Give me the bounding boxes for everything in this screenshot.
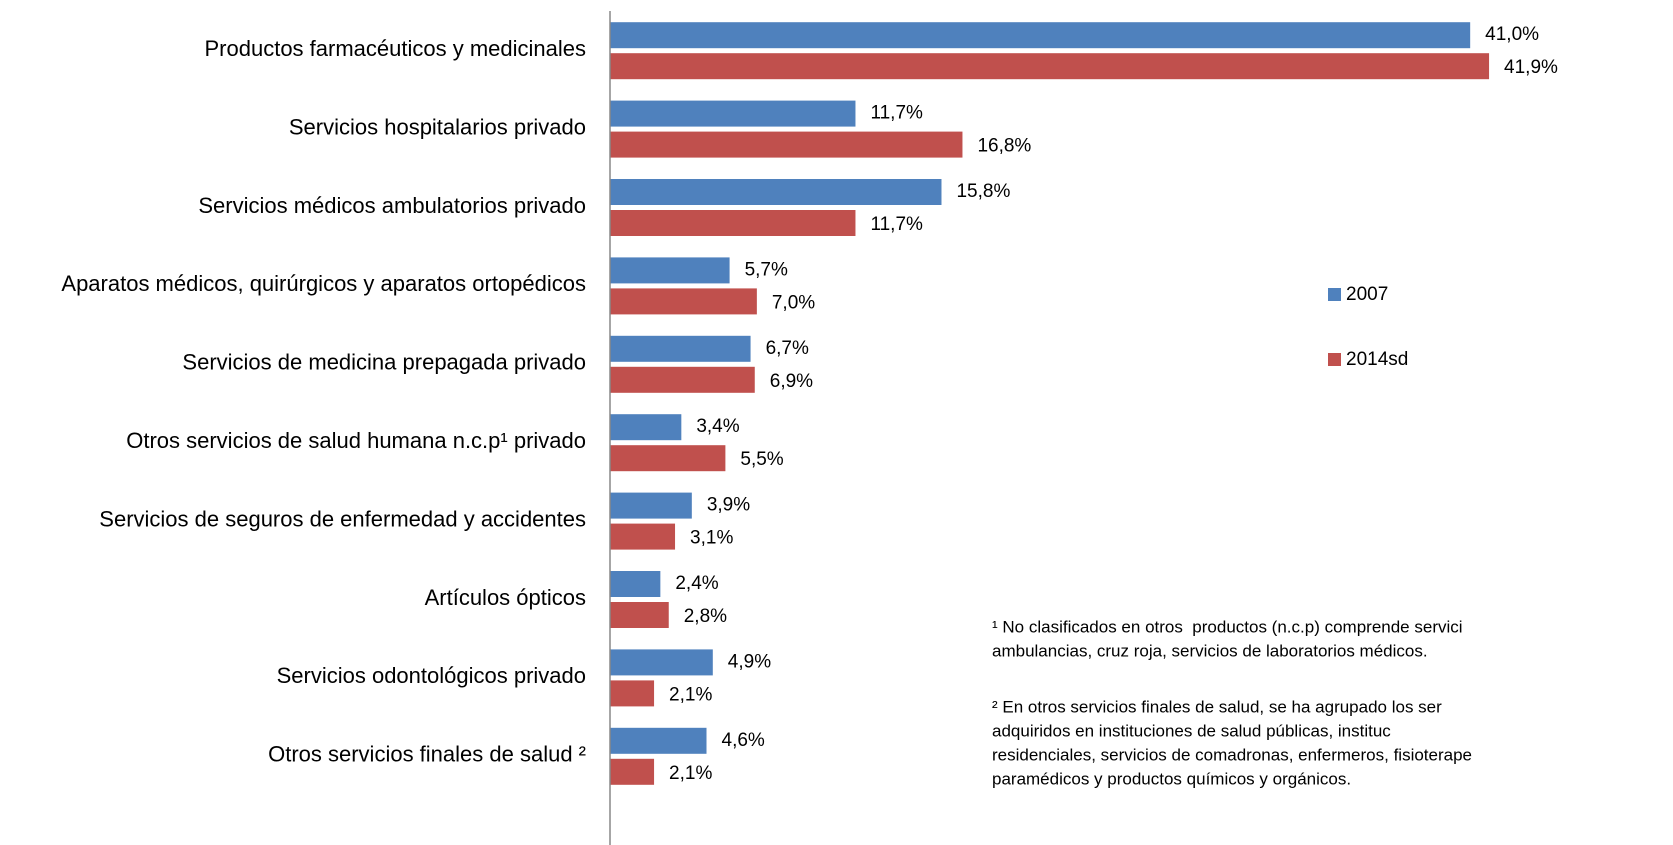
bar <box>610 414 682 441</box>
footnote: ² En otros servicios finales de salud, s… <box>992 697 1442 716</box>
category-label: Productos farmacéuticos y medicinales <box>205 36 587 61</box>
category-label: Artículos ópticos <box>425 585 586 610</box>
value-label: 15,8% <box>956 181 1010 202</box>
value-label: 7,0% <box>772 292 815 313</box>
bar <box>610 131 963 158</box>
footnote: residenciales, servicios de comadronas, … <box>992 745 1472 764</box>
value-label: 3,1% <box>690 528 733 549</box>
bar <box>610 758 655 785</box>
bar <box>610 492 692 519</box>
value-label: 6,9% <box>770 371 813 392</box>
category-label: Servicios odontológicos privado <box>277 663 586 688</box>
value-label: 3,4% <box>696 416 739 437</box>
footnote: ¹ No clasificados en otros productos (n.… <box>992 617 1463 636</box>
category-label: Servicios de medicina prepagada privado <box>182 350 586 375</box>
category-label: Otros servicios de salud humana n.c.p¹ p… <box>126 428 586 453</box>
footnote: ambulancias, cruz roja, servicios de lab… <box>992 641 1428 660</box>
value-label: 6,7% <box>766 338 809 359</box>
value-label: 11,7% <box>870 214 923 235</box>
bar <box>610 179 942 205</box>
legend-label: 2007 <box>1346 284 1388 305</box>
bar <box>610 210 856 236</box>
category-label: Servicios médicos ambulatorios privado <box>198 193 586 218</box>
bar <box>610 22 1471 49</box>
bar <box>610 727 707 754</box>
category-label: Otros servicios finales de salud ² <box>268 742 586 767</box>
value-label: 2,1% <box>669 684 712 705</box>
bar <box>610 445 726 472</box>
footnote: paramédicos y productos químicos y orgán… <box>992 769 1351 788</box>
footnote: adquiridos en instituciones de salud púb… <box>992 721 1391 740</box>
legend-swatch <box>1328 353 1341 366</box>
value-label: 16,8% <box>977 136 1031 157</box>
bar <box>610 602 669 628</box>
value-label: 41,0% <box>1485 24 1539 45</box>
value-label: 41,9% <box>1504 57 1558 78</box>
value-label: 2,8% <box>684 606 727 627</box>
legend-label: 2014sd <box>1346 349 1408 370</box>
value-label: 5,7% <box>745 259 788 280</box>
category-label: Servicios de seguros de enfermedad y acc… <box>99 506 586 531</box>
value-label: 2,1% <box>669 763 712 784</box>
bar <box>610 680 655 707</box>
bar <box>610 649 713 676</box>
value-label: 3,9% <box>707 495 750 516</box>
bar <box>610 523 676 550</box>
value-label: 4,9% <box>728 651 771 672</box>
bar <box>610 257 730 284</box>
value-label: 11,7% <box>870 103 923 124</box>
value-label: 2,4% <box>675 573 718 594</box>
bar <box>610 288 757 315</box>
bar <box>610 100 856 127</box>
bar <box>610 366 755 393</box>
bar <box>610 53 1490 80</box>
value-label: 5,5% <box>740 449 783 470</box>
legend-swatch <box>1328 288 1341 301</box>
bar <box>610 571 661 597</box>
category-label: Servicios hospitalarios privado <box>289 114 586 139</box>
bar <box>610 335 751 362</box>
category-label: Aparatos médicos, quirúrgicos y aparatos… <box>61 271 586 296</box>
value-label: 4,6% <box>722 730 765 751</box>
